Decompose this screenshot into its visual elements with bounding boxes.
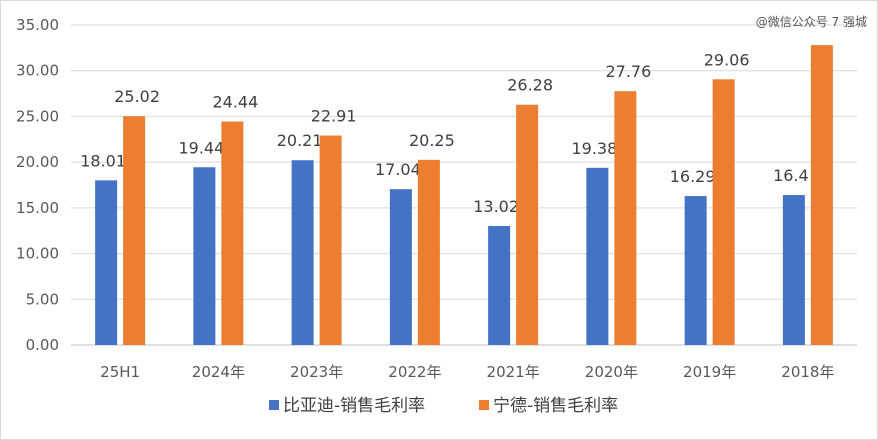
catl-bar <box>319 135 342 345</box>
legend-swatch <box>479 400 489 410</box>
y-tick-label: 25.00 <box>16 107 59 125</box>
y-tick-label: 15.00 <box>16 199 59 217</box>
byd-data-label: 20.21 <box>277 131 323 150</box>
catl-bar <box>712 79 735 346</box>
catl-data-label: 22.91 <box>311 107 357 126</box>
x-tick-label: 2024年 <box>192 363 245 381</box>
catl-data-label: 24.44 <box>212 93 258 112</box>
legend-label: 宁德-销售毛利率 <box>493 396 618 416</box>
x-tick-label: 2021年 <box>487 363 540 381</box>
x-tick-label: 2019年 <box>683 363 736 381</box>
byd-data-label: 19.44 <box>178 138 224 157</box>
catl-bar <box>221 121 244 345</box>
y-tick-label: 0.00 <box>26 336 59 354</box>
x-tick-label: 2022年 <box>388 363 441 381</box>
byd-data-label: 13.02 <box>473 197 519 216</box>
x-tick-label: 25H1 <box>100 363 140 381</box>
byd-data-label: 18.01 <box>80 151 126 170</box>
catl-data-label: 20.25 <box>409 131 455 150</box>
catl-data-label: 25.02 <box>114 87 160 106</box>
x-tick-label: 2018年 <box>781 363 834 381</box>
byd-data-label: 19.38 <box>571 139 617 158</box>
catl-bar <box>516 104 539 346</box>
byd-bar <box>782 195 805 345</box>
byd-data-label: 16.4 <box>773 166 809 185</box>
catl-data-label: 26.28 <box>507 76 553 95</box>
byd-bar <box>586 167 609 345</box>
catl-bar <box>810 45 833 345</box>
byd-bar <box>488 225 511 345</box>
watermark-text: @微信公众号 7 强城 <box>755 15 867 29</box>
legend-label: 比亚迪-销售毛利率 <box>283 396 425 416</box>
catl-data-label: 27.76 <box>605 62 651 81</box>
y-tick-label: 35.00 <box>16 16 59 34</box>
x-tick-label: 2023年 <box>290 363 343 381</box>
y-tick-label: 30.00 <box>16 62 59 80</box>
byd-bar <box>389 189 412 345</box>
catl-data-label: 29.06 <box>704 50 750 69</box>
catl-bar <box>614 91 637 346</box>
byd-data-label: 17.04 <box>375 160 421 179</box>
y-tick-label: 5.00 <box>26 290 59 308</box>
legend-swatch <box>269 400 279 410</box>
byd-bar <box>684 196 707 345</box>
y-tick-label: 10.00 <box>16 245 59 263</box>
byd-bar <box>95 180 118 345</box>
y-tick-label: 20.00 <box>16 153 59 171</box>
catl-bar <box>123 116 146 345</box>
catl-bar <box>417 159 440 345</box>
byd-data-label: 16.29 <box>670 167 716 186</box>
byd-bar <box>291 160 314 345</box>
byd-bar <box>193 167 216 345</box>
x-tick-label: 2020年 <box>585 363 638 381</box>
